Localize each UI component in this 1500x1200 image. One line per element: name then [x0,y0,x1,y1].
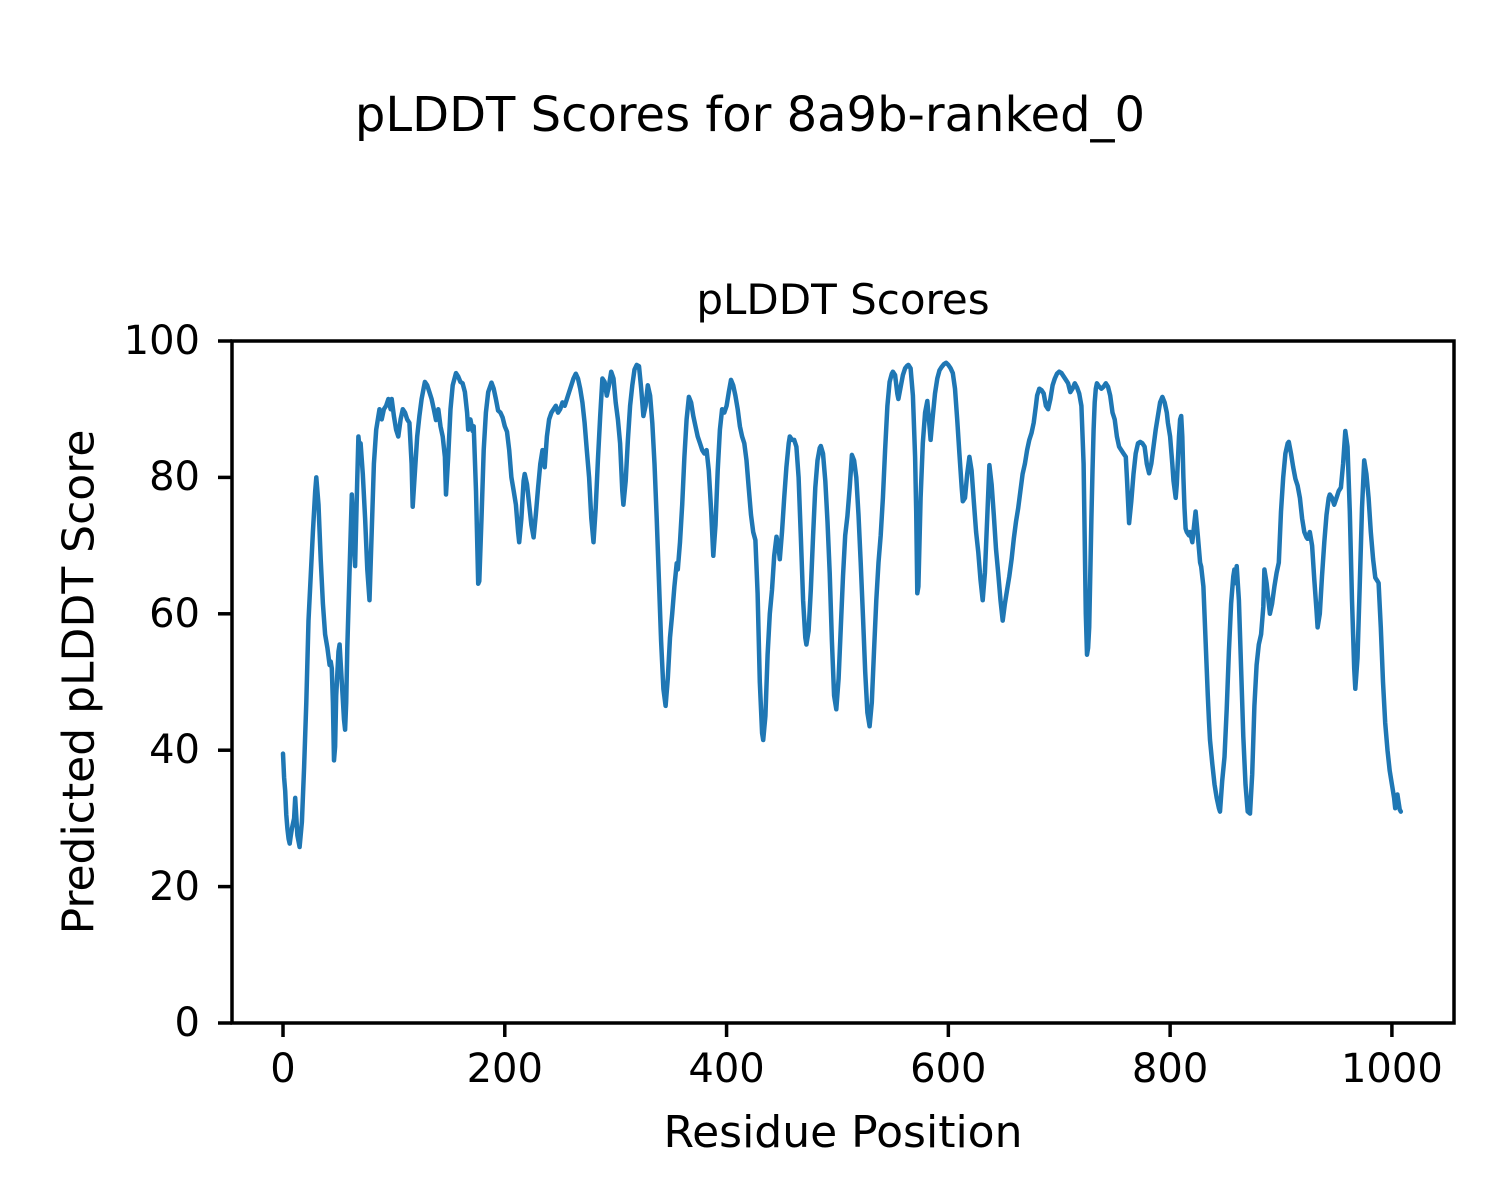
y-tick-label: 40 [149,727,200,774]
x-tick-label: 1000 [1340,1046,1443,1092]
y-tick-label: 100 [123,318,200,364]
plot-frame [230,339,1456,1025]
figure-title: pLDDT Scores for 8a9b-ranked_0 [354,87,1146,143]
y-axis-label: Predicted pLDDT Score [53,429,105,935]
data-line [280,360,1404,850]
y-tick-label: 80 [149,454,200,501]
x-axis-label: Residue Position [663,1107,1023,1158]
x-tick-label: 0 [270,1046,296,1092]
axes-title: pLDDT Scores [696,275,990,324]
x-tick-label: 800 [1131,1046,1209,1092]
y-tick-label: 0 [174,1000,200,1046]
y-tick-label: 60 [149,590,200,637]
x-tick-label: 200 [466,1046,543,1092]
x-tick-label: 600 [910,1046,987,1092]
x-tick-label: 400 [688,1046,765,1092]
y-tick-label: 20 [149,863,200,910]
